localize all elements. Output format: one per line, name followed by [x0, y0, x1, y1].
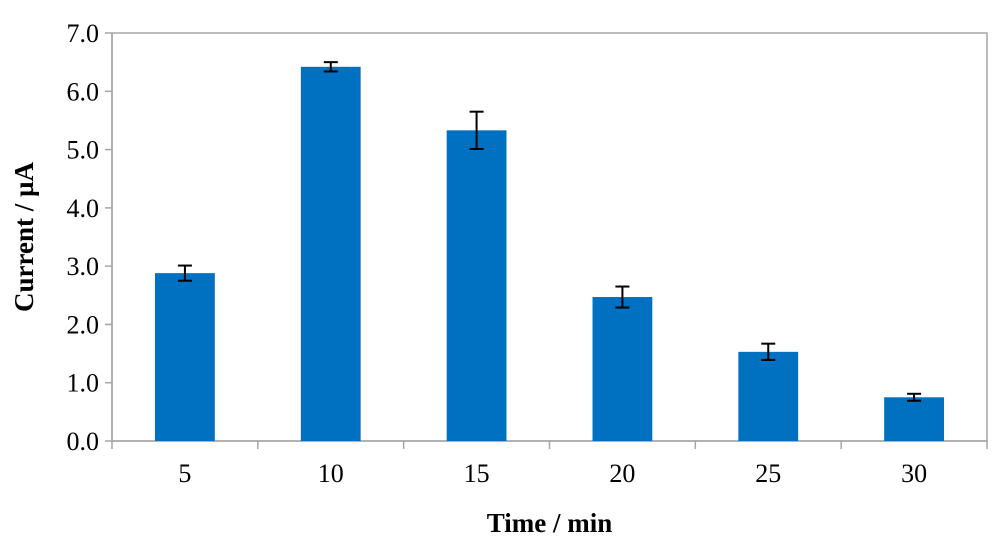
- x-axis-title: Time / min: [487, 508, 613, 538]
- bar: [446, 130, 507, 441]
- y-tick-label: 6.0: [67, 77, 100, 106]
- x-tick-label: 10: [318, 459, 344, 488]
- y-tick-label: 1.0: [67, 369, 100, 398]
- bar: [155, 273, 215, 441]
- bar: [300, 66, 361, 441]
- bars-group: [155, 66, 944, 441]
- bar: [884, 397, 944, 441]
- x-tick-label: 15: [464, 459, 490, 488]
- plot-area: [111, 32, 988, 442]
- x-tick-label: 30: [901, 459, 927, 488]
- x-tick-label: 5: [178, 459, 191, 488]
- plot-border: [111, 32, 988, 442]
- y-tick-label: 5.0: [67, 136, 100, 165]
- y-axis-title: Current / µA: [9, 161, 39, 312]
- x-tick-label: 25: [755, 459, 781, 488]
- y-tick-label: 3.0: [67, 252, 100, 281]
- y-axis-ticks: 0.0 1.0 2.0 3.0 4.0 5.0 6.0 7.0: [67, 19, 112, 456]
- y-tick-label: 7.0: [67, 19, 100, 48]
- x-tick-label: 20: [609, 459, 635, 488]
- bar: [592, 297, 653, 441]
- y-tick-label: 0.0: [67, 427, 100, 456]
- y-tick-label: 2.0: [67, 310, 100, 339]
- bar: [738, 351, 799, 441]
- x-axis-ticks: 5 10 15 20 25 30: [111, 441, 988, 488]
- error-bars-group: [177, 61, 922, 402]
- y-tick-label: 4.0: [67, 194, 100, 223]
